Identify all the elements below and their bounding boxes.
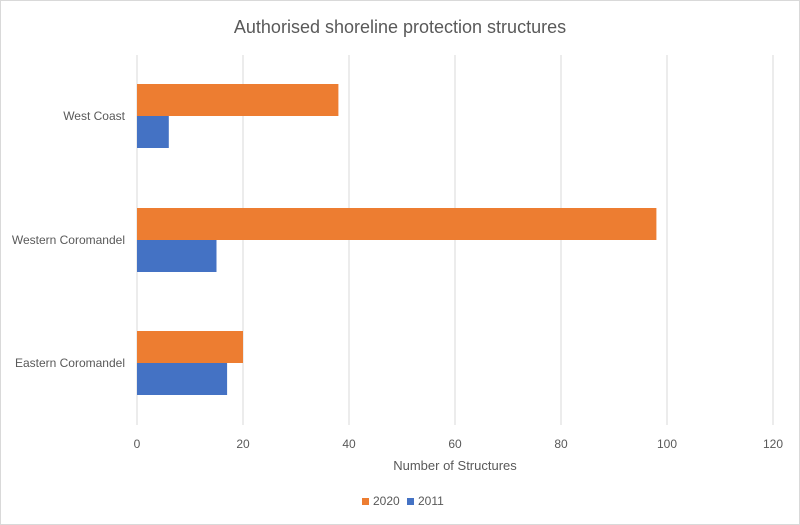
bar-2020-eastern-coromandel [137, 331, 243, 363]
x-tick-label: 80 [554, 437, 568, 451]
y-category-label: Eastern Coromandel [15, 356, 125, 370]
bar-2011-eastern-coromandel [137, 363, 228, 395]
chart-title: Authorised shoreline protection structur… [234, 17, 566, 37]
y-category-label: Western Coromandel [12, 233, 125, 247]
x-tick-label: 0 [134, 437, 141, 451]
legend-swatch-2011 [407, 498, 414, 505]
legend-label: 2011 [418, 494, 444, 508]
bar-2020-western-coromandel [137, 208, 657, 240]
x-tick-label: 120 [763, 437, 783, 451]
x-tick-label: 20 [236, 437, 250, 451]
x-axis-title: Number of Structures [393, 458, 517, 473]
bar-2011-west-coast [137, 116, 169, 148]
legend-swatch-2020 [362, 498, 369, 505]
bar-2011-western-coromandel [137, 240, 217, 272]
legend-label: 2020 [373, 494, 400, 508]
x-tick-label: 60 [448, 437, 462, 451]
bar-2020-west-coast [137, 84, 339, 116]
x-tick-label: 100 [657, 437, 677, 451]
y-category-label: West Coast [63, 109, 125, 123]
x-tick-label: 40 [342, 437, 356, 451]
